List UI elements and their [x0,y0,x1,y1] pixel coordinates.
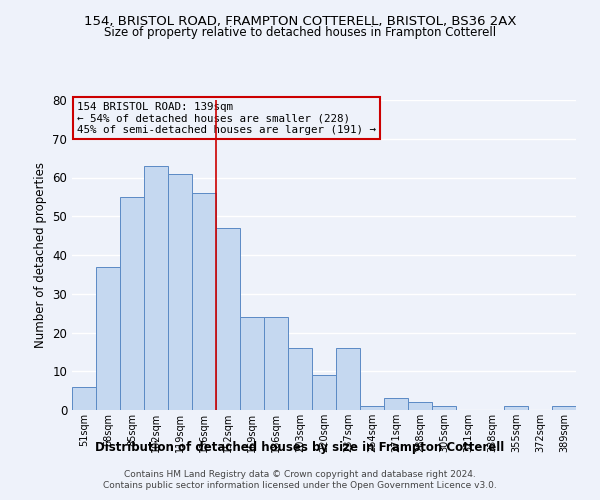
Bar [360,406,384,410]
Bar [168,174,192,410]
Bar [312,375,336,410]
Bar [72,387,96,410]
Bar [96,266,120,410]
Text: 154, BRISTOL ROAD, FRAMPTON COTTERELL, BRISTOL, BS36 2AX: 154, BRISTOL ROAD, FRAMPTON COTTERELL, B… [84,15,516,28]
Bar [552,406,576,410]
Bar [264,317,288,410]
Bar [408,402,432,410]
Y-axis label: Number of detached properties: Number of detached properties [34,162,47,348]
Bar [336,348,360,410]
Bar [432,406,456,410]
Bar [240,317,264,410]
Bar [120,197,144,410]
Text: Size of property relative to detached houses in Frampton Cotterell: Size of property relative to detached ho… [104,26,496,39]
Bar [144,166,168,410]
Text: Contains public sector information licensed under the Open Government Licence v3: Contains public sector information licen… [103,481,497,490]
Text: 154 BRISTOL ROAD: 139sqm
← 54% of detached houses are smaller (228)
45% of semi-: 154 BRISTOL ROAD: 139sqm ← 54% of detach… [77,102,376,134]
Bar [216,228,240,410]
Bar [192,193,216,410]
Bar [384,398,408,410]
Text: Distribution of detached houses by size in Frampton Cotterell: Distribution of detached houses by size … [95,441,505,454]
Bar [288,348,312,410]
Text: Contains HM Land Registry data © Crown copyright and database right 2024.: Contains HM Land Registry data © Crown c… [124,470,476,479]
Bar [504,406,528,410]
